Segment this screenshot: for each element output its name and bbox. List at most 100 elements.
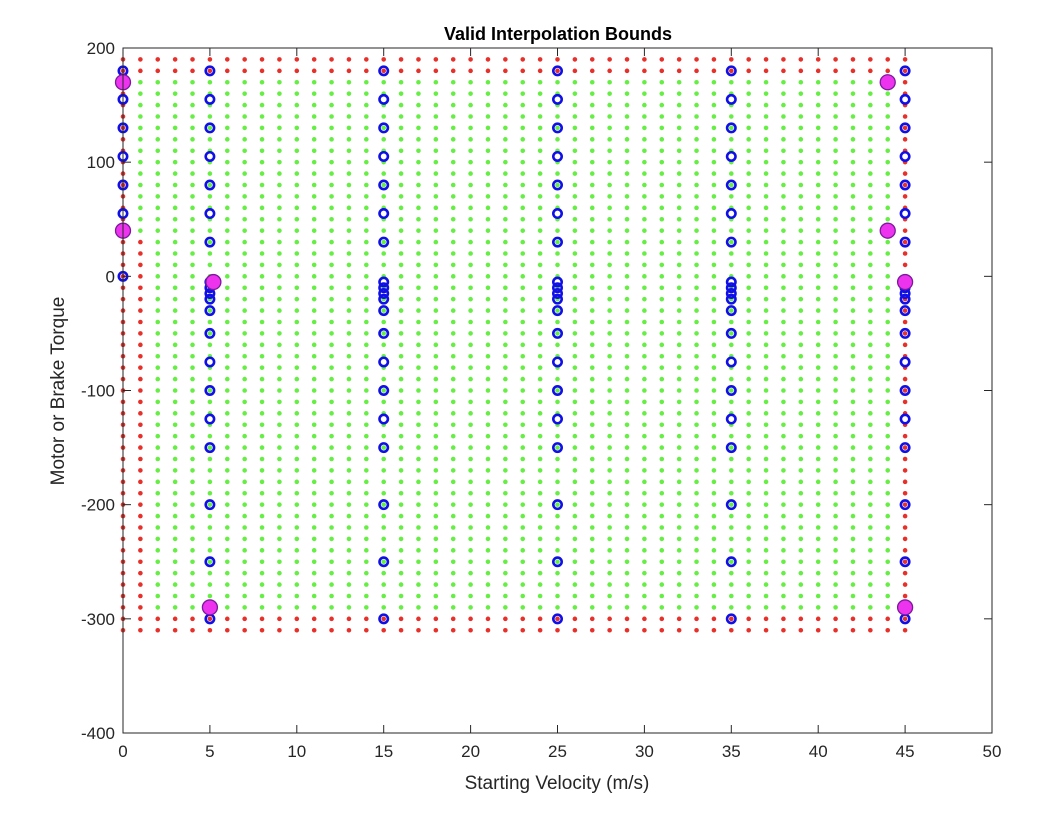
valid-grid-point (468, 137, 473, 142)
valid-grid-point (885, 171, 891, 176)
valid-grid-point (398, 331, 404, 336)
valid-grid-point (172, 445, 178, 450)
valid-grid-point (833, 490, 838, 496)
valid-grid-point (190, 399, 195, 405)
valid-grid-point (346, 239, 352, 245)
valid-grid-point (659, 228, 665, 233)
valid-grid-point (781, 114, 786, 119)
valid-grid-point (433, 342, 439, 348)
invalid-grid-point (381, 68, 387, 74)
valid-grid-point (555, 182, 560, 188)
valid-grid-point (624, 411, 630, 416)
valid-grid-point (833, 376, 838, 382)
valid-grid-point (138, 159, 143, 165)
valid-grid-point (294, 605, 300, 610)
valid-grid-point (485, 216, 491, 222)
valid-grid-point (815, 171, 821, 176)
valid-grid-point (450, 342, 456, 348)
valid-grid-point (381, 114, 387, 119)
valid-grid-point (503, 331, 508, 336)
valid-grid-point (311, 114, 317, 119)
invalid-grid-point (155, 57, 161, 62)
valid-grid-point (259, 137, 265, 142)
valid-grid-point (329, 490, 334, 496)
valid-grid-point (815, 216, 821, 222)
x-tick-label: 45 (896, 742, 915, 761)
valid-grid-point (607, 148, 612, 154)
valid-grid-point (555, 468, 560, 473)
breakpoint-marker (725, 236, 737, 248)
invalid-grid-point (259, 68, 265, 74)
valid-grid-point (815, 445, 821, 450)
valid-grid-point (694, 285, 699, 291)
invalid-grid-point (885, 627, 891, 633)
valid-grid-point (676, 468, 682, 473)
valid-grid-point (259, 182, 265, 188)
valid-grid-point (224, 605, 230, 610)
invalid-grid-point (138, 627, 143, 633)
valid-grid-point (815, 570, 821, 576)
valid-grid-point (224, 251, 230, 256)
valid-grid-point (450, 239, 456, 245)
valid-grid-point (450, 228, 456, 233)
invalid-grid-point (450, 68, 456, 74)
valid-grid-point (294, 114, 300, 119)
valid-grid-point (277, 216, 282, 222)
valid-grid-point (537, 228, 543, 233)
valid-grid-point (694, 479, 699, 485)
valid-grid-point (850, 331, 856, 336)
invalid-grid-point (902, 137, 908, 142)
valid-grid-point (172, 490, 178, 496)
valid-grid-point (259, 422, 265, 428)
valid-grid-point (259, 353, 265, 359)
valid-grid-point (868, 342, 873, 348)
breakpoint-marker (204, 305, 216, 317)
invalid-grid-point (659, 616, 665, 622)
valid-grid-point (868, 479, 873, 485)
valid-grid-point (259, 582, 265, 587)
valid-grid-point (520, 239, 526, 245)
valid-grid-point (815, 399, 821, 405)
valid-grid-point (503, 399, 508, 405)
valid-grid-point (381, 125, 387, 131)
valid-grid-point (781, 593, 786, 599)
valid-grid-point (346, 456, 352, 462)
valid-grid-point (190, 285, 195, 291)
valid-grid-point (155, 422, 161, 428)
valid-grid-point (729, 137, 734, 142)
valid-grid-point (746, 525, 751, 530)
valid-grid-point (642, 433, 647, 439)
valid-grid-point (259, 456, 265, 462)
valid-grid-point (572, 513, 578, 519)
valid-grid-point (885, 365, 891, 370)
y-tick-label: -400 (81, 724, 115, 743)
invalid-grid-point (572, 57, 578, 62)
invalid-grid-point (902, 319, 908, 325)
valid-grid-point (555, 239, 560, 245)
valid-grid-point (642, 125, 647, 131)
valid-grid-point (746, 536, 751, 542)
valid-grid-point (729, 251, 734, 256)
valid-grid-point (468, 525, 473, 530)
valid-grid-point (711, 102, 717, 108)
valid-grid-point (746, 216, 751, 222)
valid-grid-point (416, 342, 421, 348)
valid-grid-point (138, 205, 143, 211)
valid-grid-point (537, 502, 543, 507)
valid-grid-point (207, 456, 213, 462)
valid-grid-point (572, 479, 578, 485)
valid-grid-point (294, 376, 300, 382)
valid-grid-point (207, 582, 213, 587)
valid-grid-point (364, 114, 369, 119)
valid-grid-point (572, 559, 578, 565)
breakpoint-marker (378, 413, 390, 425)
valid-grid-point (450, 308, 456, 313)
valid-grid-point (642, 182, 647, 188)
valid-grid-point (364, 502, 369, 507)
invalid-grid-point (138, 399, 143, 405)
valid-grid-point (607, 422, 612, 428)
valid-grid-point (242, 182, 247, 188)
valid-grid-point (329, 262, 334, 268)
invalid-grid-point (902, 570, 908, 576)
breakpoint-marker (378, 65, 390, 77)
